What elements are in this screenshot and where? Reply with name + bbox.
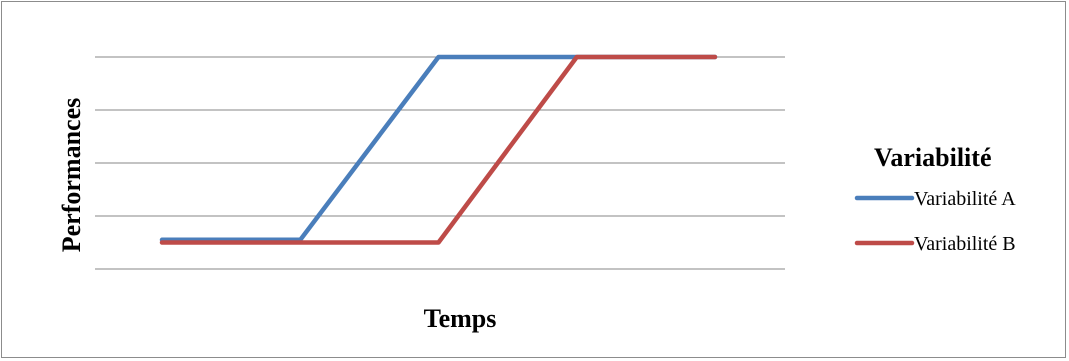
series-lines	[159, 54, 718, 245]
series-line-variabilite-b	[159, 54, 718, 245]
legend-label-variabilite-a: Variabilité A	[914, 188, 1016, 210]
legend-title: Variabilité	[874, 143, 991, 172]
x-axis-title: Temps	[424, 304, 497, 333]
legend-label-variabilite-b: Variabilité B	[914, 233, 1016, 255]
legend: Variabilité Variabilité A Variabilité B	[854, 143, 1016, 255]
y-axis-title: Performances	[57, 98, 86, 252]
series-line-variabilite-a	[159, 54, 718, 243]
